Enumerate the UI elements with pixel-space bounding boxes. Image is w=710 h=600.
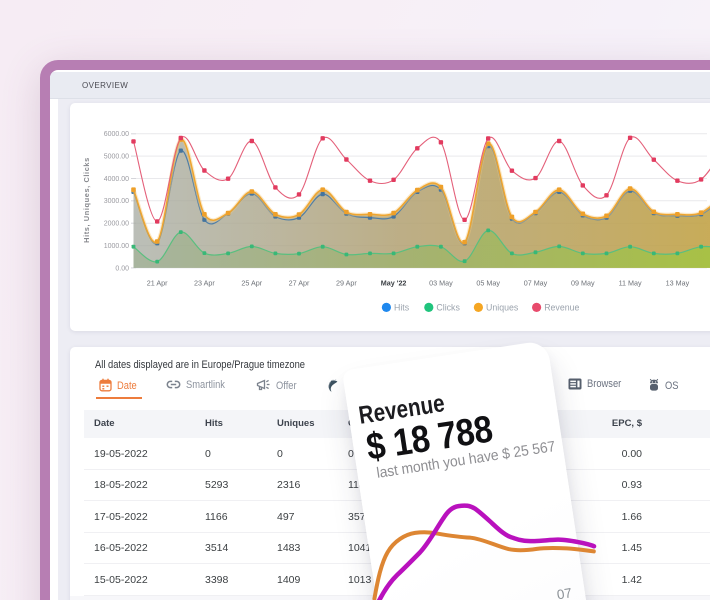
svg-text:29 Apr: 29 Apr <box>336 279 357 288</box>
svg-text:05 May: 05 May <box>476 279 500 288</box>
svg-text:2000.00: 2000.00 <box>104 221 129 228</box>
svg-text:09 May: 09 May <box>571 279 595 288</box>
svg-text:25 Apr: 25 Apr <box>241 279 262 288</box>
svg-text:03 May: 03 May <box>429 279 453 288</box>
svg-text:May '22: May '22 <box>381 279 407 288</box>
svg-text:3000.00: 3000.00 <box>104 198 129 205</box>
svg-text:0.00: 0.00 <box>115 265 129 272</box>
svg-text:Revenue: Revenue <box>544 303 579 313</box>
svg-text:13 May: 13 May <box>666 279 690 288</box>
svg-text:11 May: 11 May <box>619 279 642 288</box>
svg-text:1000.00: 1000.00 <box>104 243 129 250</box>
svg-text:27 Apr: 27 Apr <box>289 279 310 288</box>
svg-text:5000.00: 5000.00 <box>104 154 129 161</box>
svg-text:4000.00: 4000.00 <box>104 176 129 183</box>
svg-text:23 Apr: 23 Apr <box>194 279 215 288</box>
svg-text:Clicks: Clicks <box>436 303 460 313</box>
svg-text:21 Apr: 21 Apr <box>147 279 168 288</box>
svg-text:07 May: 07 May <box>524 279 548 288</box>
svg-text:Uniques: Uniques <box>486 303 519 313</box>
svg-text:Hits, Uniques, Clicks: Hits, Uniques, Clicks <box>82 157 91 243</box>
svg-text:6000.00: 6000.00 <box>104 131 129 138</box>
svg-text:Hits: Hits <box>394 303 410 313</box>
